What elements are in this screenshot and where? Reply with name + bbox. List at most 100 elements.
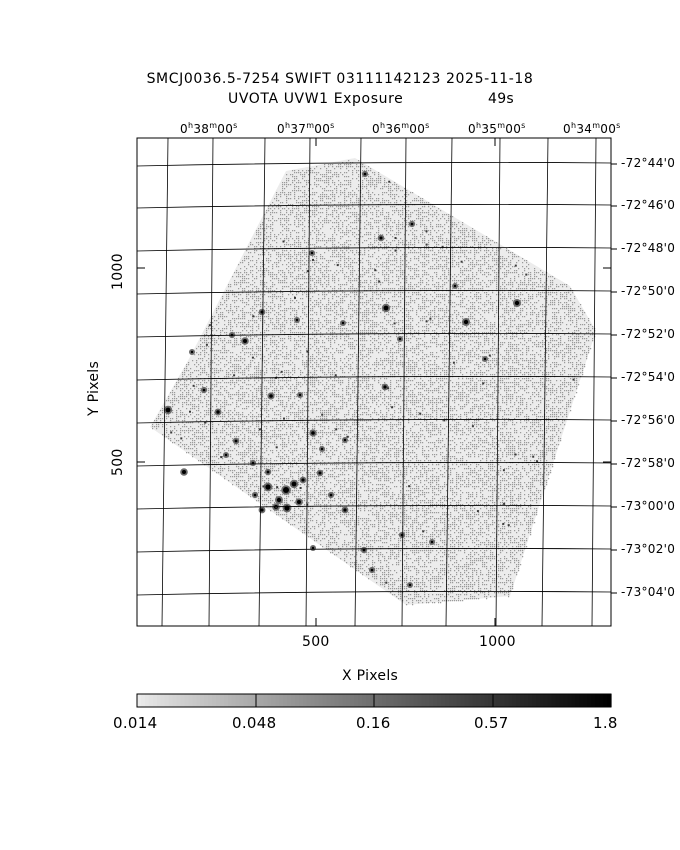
point-source [260, 508, 264, 512]
point-source [311, 546, 315, 550]
ra-grid-line [305, 137, 311, 627]
exposure-footprint [150, 158, 596, 605]
point-source [291, 481, 297, 487]
ra-hours: 0 [372, 122, 380, 136]
point-source [265, 484, 271, 490]
point-source [430, 540, 434, 544]
point-source [410, 222, 414, 226]
plot-frame [136, 137, 612, 627]
point-source [453, 284, 457, 288]
point-source [514, 300, 520, 306]
point-source [463, 319, 469, 325]
y-axis-label: Y Pixels [86, 360, 102, 416]
dec-grid-line [136, 376, 612, 381]
point-source [298, 393, 302, 397]
point-source [310, 251, 314, 255]
y-tick-1000: 1000 [110, 253, 126, 290]
ra-label: 0h37m00s [277, 121, 335, 136]
ra-grid-line [591, 137, 597, 627]
ra-minutes: 36 [385, 122, 402, 136]
point-source [383, 385, 387, 389]
ra-grid-line [161, 137, 169, 627]
point-source [341, 321, 345, 325]
point-source [190, 350, 194, 354]
ra-label: 0h38m00s [180, 121, 238, 136]
point-source [370, 568, 374, 572]
dec-label: -72°56'0 [621, 413, 676, 427]
point-source [202, 388, 206, 392]
dec-grid-line [136, 548, 612, 553]
point-source [398, 337, 402, 341]
noise-pixels [152, 160, 596, 606]
point-source [362, 548, 366, 552]
point-source [234, 439, 238, 443]
point-source [243, 339, 247, 343]
dec-grid-line [136, 204, 612, 209]
dec-label: -73°00'0 [621, 499, 676, 513]
ra-minutes: 34 [576, 122, 593, 136]
exposure-noise-field [150, 158, 596, 606]
point-source [318, 471, 322, 475]
dec-grid-line [136, 462, 612, 467]
dec-label: -72°58'0 [621, 456, 676, 470]
point-source [295, 318, 299, 322]
y-tick-500: 500 [110, 448, 126, 476]
dec-label: -72°44'0 [621, 156, 676, 170]
point-source [266, 470, 270, 474]
dec-label: -72°54'0 [621, 370, 676, 384]
ra-grid-line [208, 137, 214, 627]
colorbar-tick-2: 0.048 [232, 714, 277, 732]
colorbar-tick-1: 0.014 [113, 714, 158, 732]
dec-grid-line [136, 333, 612, 338]
point-source [408, 583, 412, 587]
dec-label: -72°46'0 [621, 198, 676, 212]
point-source [216, 410, 220, 414]
x-axis-label: X Pixels [342, 668, 399, 684]
colorbar-tick-4: 0.57 [474, 714, 509, 732]
point-source [269, 394, 273, 398]
dec-grid-line [136, 162, 612, 167]
x-tick-500: 500 [302, 634, 330, 650]
title-line-1: SMCJ0036.5-7254 SWIFT 03111142123 2025-1… [146, 71, 534, 87]
dec-label: -72°52'0 [621, 327, 676, 341]
exposure-value: 49s [488, 91, 515, 107]
ra-minutes: 38 [193, 122, 210, 136]
title-line-2: UVOTA UVW1 Exposure [228, 91, 404, 107]
x-tick-1000: 1000 [479, 634, 516, 650]
ra-grid-line [354, 137, 362, 627]
ra-grid-line [541, 137, 549, 627]
ra-minutes: 37 [290, 122, 307, 136]
point-source [253, 493, 257, 497]
ra-hours: 0 [563, 122, 571, 136]
dec-grid-line [136, 505, 612, 510]
ra-label: 0h36m00s [372, 121, 430, 136]
dec-label: -72°48'0 [621, 241, 676, 255]
point-source [363, 172, 367, 176]
ra-hours: 0 [468, 122, 476, 136]
ra-seconds: 00 [600, 122, 617, 136]
ra-grid-line [401, 137, 407, 627]
point-source [182, 470, 186, 474]
ra-grid-line [445, 137, 453, 627]
ra-hours: 0 [277, 122, 285, 136]
colorbar-tick-3: 0.16 [356, 714, 391, 732]
point-source [165, 407, 171, 413]
ra-label: 0h34m00s [563, 121, 621, 136]
dec-grid-line [136, 591, 612, 596]
dec-grid-line [136, 419, 612, 424]
point-source [276, 497, 282, 503]
ra-seconds: 00 [505, 122, 522, 136]
dec-label: -72°50'0 [621, 284, 676, 298]
point-source [320, 447, 324, 451]
ra-hours: 0 [180, 122, 188, 136]
point-source [343, 508, 347, 512]
ra-seconds: 00 [314, 122, 331, 136]
point-source [224, 453, 228, 457]
point-source [379, 236, 383, 240]
ra-seconds: 00 [409, 122, 426, 136]
point-source [383, 305, 389, 311]
point-source [283, 487, 289, 493]
point-source [343, 438, 347, 442]
point-source [297, 500, 301, 504]
